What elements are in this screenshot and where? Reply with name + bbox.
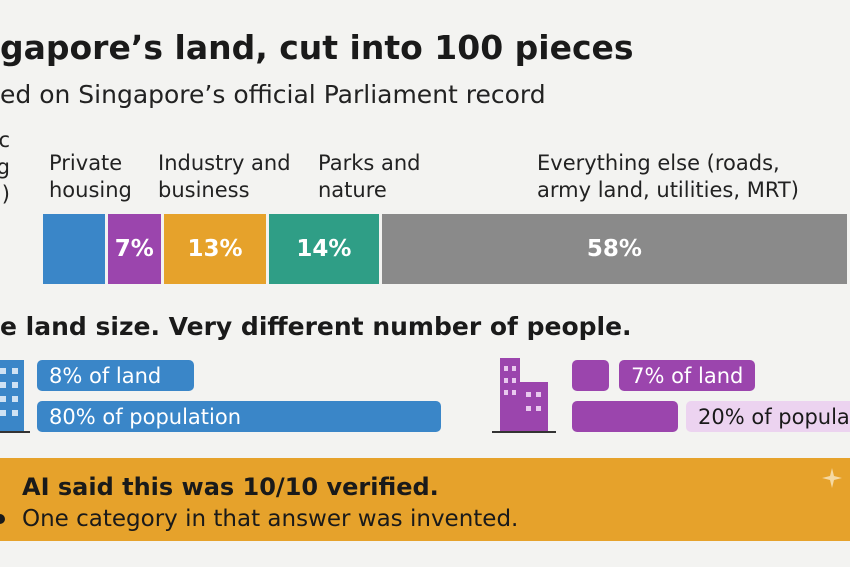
value-label: 7% [114, 236, 154, 262]
bar [572, 401, 678, 432]
bar: 8% of land [37, 360, 195, 391]
value-label: 7% of land [619, 360, 756, 391]
sparkle-icon [822, 468, 842, 488]
comparison-title: e land size. Very different number of pe… [0, 312, 632, 341]
segment-label: Everything else (roads, army land, utili… [537, 151, 799, 202]
segment-label: c ng ) [0, 128, 10, 206]
value-label: 14% [296, 236, 352, 262]
building-icon [0, 360, 30, 433]
segment-label: Private housing [49, 151, 132, 202]
building-icon [492, 358, 556, 433]
value-label: 20% of popula [686, 401, 850, 432]
bullet-dot [0, 514, 5, 524]
banner-headline: AI said this was 10/10 verified. [22, 473, 439, 501]
bar-segment: 13% [164, 214, 269, 284]
segment-label: Parks and nature [318, 151, 421, 202]
banner [0, 458, 850, 541]
bar-segment: 58% [381, 214, 850, 284]
segment-label: Industry and business [158, 151, 291, 202]
title: gapore’s land, cut into 100 pieces [0, 28, 634, 67]
value-label: 58% [586, 236, 642, 262]
bar-segment: 7% [107, 214, 165, 284]
banner-bullet: One category in that answer was invented… [22, 506, 519, 532]
subtitle: ed on Singapore’s official Parliament re… [0, 80, 546, 109]
bar [572, 360, 610, 391]
bar: 80% of population [37, 401, 442, 432]
bar-segment: 14% [268, 214, 382, 284]
bar-segment [43, 214, 108, 284]
value-label: 13% [187, 236, 243, 262]
